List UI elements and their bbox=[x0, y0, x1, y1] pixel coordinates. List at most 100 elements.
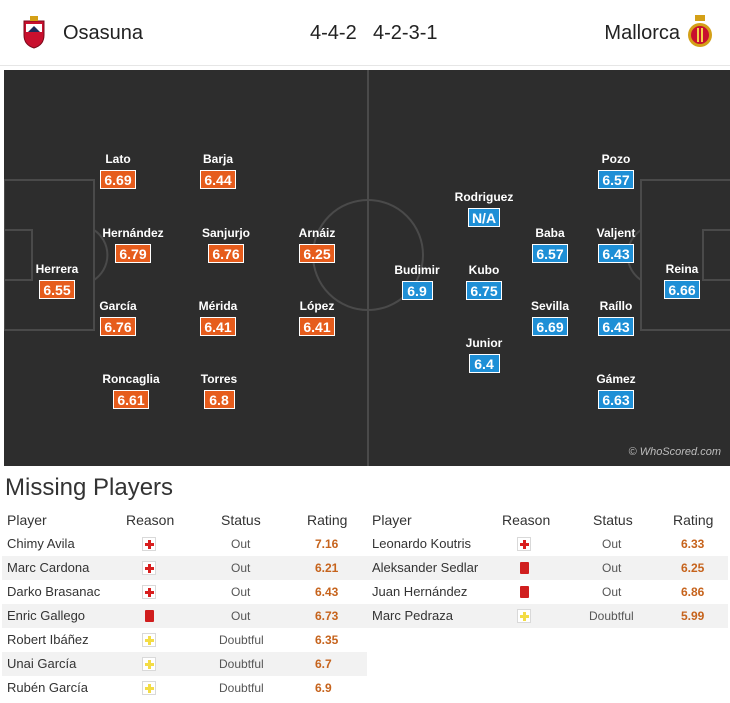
home-player-torres[interactable]: Torres 6.8 bbox=[184, 372, 254, 410]
pitch: Herrera 6.55 Lato 6.69 Hernández 6.79 Ga… bbox=[4, 70, 730, 466]
home-player-garcia[interactable]: García 6.76 bbox=[83, 299, 153, 337]
player-name: Mérida bbox=[198, 299, 238, 313]
player-rating: 6.57 bbox=[532, 244, 568, 263]
home-formation: 4-4-2 bbox=[310, 22, 357, 44]
away-player-raillo[interactable]: Raíllo 6.43 bbox=[581, 299, 651, 337]
missing-rating: 6.7 bbox=[315, 657, 332, 671]
table-row: Chimy Avila Out 7.16 bbox=[2, 532, 367, 556]
missing-rating: 5.99 bbox=[681, 609, 705, 623]
home-player-lato[interactable]: Lato 6.69 bbox=[83, 152, 153, 190]
away-player-junior[interactable]: Junior 6.4 bbox=[449, 336, 519, 374]
home-player-lopez[interactable]: López 6.41 bbox=[282, 299, 352, 337]
away-team-name[interactable]: Mallorca bbox=[604, 22, 680, 44]
missing-player-name[interactable]: Marc Pedraza bbox=[372, 608, 453, 623]
table-header: Player Reason Status Rating bbox=[367, 508, 728, 532]
player-name: Herrera bbox=[35, 262, 79, 276]
player-rating: 6.55 bbox=[39, 280, 75, 299]
player-rating: 6.63 bbox=[598, 390, 634, 409]
missing-rating: 6.35 bbox=[315, 633, 339, 647]
player-rating: 6.75 bbox=[466, 281, 502, 300]
missing-player-name[interactable]: Unai García bbox=[7, 656, 77, 671]
away-player-baba[interactable]: Baba 6.57 bbox=[515, 226, 585, 264]
missing-players-title: Missing Players bbox=[5, 474, 174, 501]
missing-status: Doubtful bbox=[589, 609, 634, 623]
player-rating: 6.9 bbox=[401, 281, 433, 300]
away-player-gamez[interactable]: Gámez 6.63 bbox=[581, 372, 651, 410]
table-row: Juan Hernández Out 6.86 bbox=[367, 580, 728, 604]
home-player-roncaglia[interactable]: Roncaglia 6.61 bbox=[96, 372, 166, 410]
player-rating: 6.41 bbox=[299, 317, 335, 336]
missing-player-name[interactable]: Leonardo Koutris bbox=[372, 536, 472, 551]
missing-status: Doubtful bbox=[219, 681, 264, 695]
home-player-hernandez[interactable]: Hernández 6.79 bbox=[98, 226, 168, 264]
missing-status: Doubtful bbox=[219, 633, 264, 647]
home-player-arnaiz[interactable]: Arnáiz 6.25 bbox=[282, 226, 352, 264]
missing-player-name[interactable]: Darko Brasanac bbox=[7, 584, 101, 599]
missing-rating: 6.43 bbox=[315, 585, 339, 599]
player-rating: 6.43 bbox=[598, 317, 634, 336]
red-card-icon bbox=[517, 585, 531, 599]
missing-player-name[interactable]: Enric Gallego bbox=[7, 608, 86, 623]
player-name: Valjent bbox=[596, 226, 636, 240]
player-name: Sevilla bbox=[530, 299, 570, 313]
away-player-kubo[interactable]: Kubo 6.75 bbox=[449, 263, 519, 301]
player-rating: 6.25 bbox=[299, 244, 335, 263]
player-rating: 6.43 bbox=[598, 244, 634, 263]
away-player-pozo[interactable]: Pozo 6.57 bbox=[581, 152, 651, 190]
home-player-merida[interactable]: Mérida 6.41 bbox=[183, 299, 253, 337]
away-player-rodriguez[interactable]: Rodriguez N/A bbox=[449, 190, 519, 228]
player-name: Reina bbox=[665, 262, 699, 276]
missing-status: Out bbox=[231, 561, 251, 575]
missing-player-name[interactable]: Aleksander Sedlar bbox=[372, 560, 479, 575]
player-name: López bbox=[299, 299, 335, 313]
doubtful-icon bbox=[142, 633, 156, 647]
osasuna-crest-icon bbox=[23, 16, 45, 49]
doubtful-icon bbox=[142, 657, 156, 671]
player-rating: N/A bbox=[467, 208, 501, 227]
injury-icon bbox=[517, 537, 531, 551]
missing-player-name[interactable]: Rubén García bbox=[7, 680, 88, 695]
player-name: Junior bbox=[465, 336, 503, 350]
player-name: Budimir bbox=[394, 263, 440, 277]
home-player-barja[interactable]: Barja 6.44 bbox=[183, 152, 253, 190]
away-player-valjent[interactable]: Valjent 6.43 bbox=[581, 226, 651, 264]
missing-rating: 6.33 bbox=[681, 537, 705, 551]
missing-player-name[interactable]: Juan Hernández bbox=[372, 584, 468, 599]
away-player-reina[interactable]: Reina 6.66 bbox=[647, 262, 717, 300]
player-rating: 6.41 bbox=[200, 317, 236, 336]
away-missing-table: Player Reason Status Rating Leonardo Kou… bbox=[367, 508, 728, 628]
player-rating: 6.8 bbox=[203, 390, 235, 409]
away-player-sevilla[interactable]: Sevilla 6.69 bbox=[515, 299, 585, 337]
player-name: Arnáiz bbox=[298, 226, 336, 240]
player-rating: 6.76 bbox=[100, 317, 136, 336]
table-row: Marc Cardona Out 6.21 bbox=[2, 556, 367, 580]
missing-rating: 6.9 bbox=[315, 681, 332, 695]
player-name: Baba bbox=[535, 226, 565, 240]
missing-rating: 6.21 bbox=[315, 561, 339, 575]
table-row: Unai García Doubtful 6.7 bbox=[2, 652, 367, 676]
away-player-budimir[interactable]: Budimir 6.9 bbox=[382, 263, 452, 301]
column-player: Player bbox=[7, 512, 47, 528]
player-name: Gámez bbox=[596, 372, 636, 386]
missing-player-name[interactable]: Marc Cardona bbox=[7, 560, 90, 575]
column-rating: Rating bbox=[673, 512, 714, 528]
player-rating: 6.57 bbox=[598, 170, 634, 189]
red-card-icon bbox=[517, 561, 531, 575]
home-player-herrera[interactable]: Herrera 6.55 bbox=[22, 262, 92, 300]
doubtful-icon bbox=[142, 681, 156, 695]
player-name: Pozo bbox=[601, 152, 631, 166]
table-row: Rubén García Doubtful 6.9 bbox=[2, 676, 367, 700]
red-card-icon bbox=[142, 609, 156, 623]
missing-player-name[interactable]: Chimy Avila bbox=[7, 536, 75, 551]
missing-player-name[interactable]: Robert Ibáñez bbox=[7, 632, 89, 647]
injury-icon bbox=[142, 537, 156, 551]
missing-rating: 6.25 bbox=[681, 561, 705, 575]
missing-rating: 7.16 bbox=[315, 537, 339, 551]
home-player-sanjurjo[interactable]: Sanjurjo 6.76 bbox=[191, 226, 261, 264]
home-team-name[interactable]: Osasuna bbox=[63, 22, 144, 44]
player-name: Rodriguez bbox=[454, 190, 514, 204]
missing-status: Out bbox=[602, 561, 622, 575]
mallorca-crest-icon bbox=[688, 15, 712, 47]
table-row: Darko Brasanac Out 6.43 bbox=[2, 580, 367, 604]
player-name: Lato bbox=[105, 152, 131, 166]
